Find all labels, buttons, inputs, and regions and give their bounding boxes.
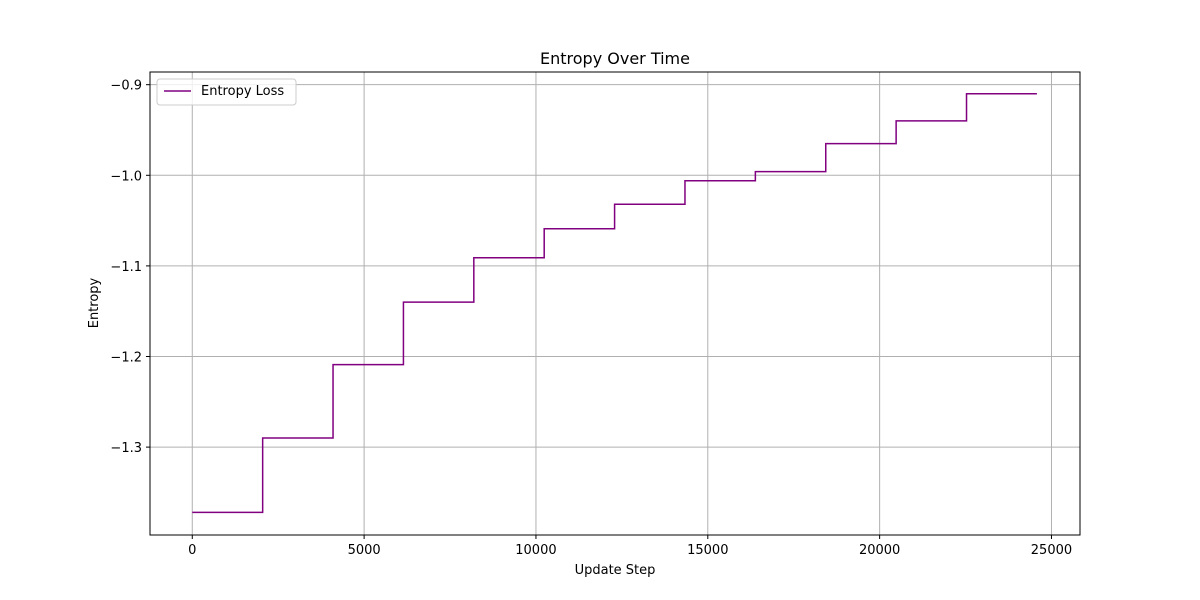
- y-tick-label: −1.3: [110, 441, 142, 456]
- x-tick-label: 20000: [859, 543, 900, 558]
- y-axis-label: Entropy: [87, 277, 102, 328]
- y-tick-label: −1.1: [110, 260, 142, 275]
- series-line: [192, 93, 1037, 514]
- legend-box: [156, 78, 297, 106]
- plot-frame: [149, 71, 1081, 536]
- y-tick-label: −1.0: [110, 169, 142, 184]
- legend: Entropy Loss: [156, 78, 297, 106]
- legend-label: Entropy Loss: [201, 84, 284, 99]
- x-tick-label: 25000: [1031, 543, 1072, 558]
- y-tick-label: −1.2: [110, 351, 142, 366]
- y-tick-label: −0.9: [110, 79, 142, 94]
- grid: [150, 72, 1080, 535]
- x-tick-label: 15000: [687, 543, 728, 558]
- chart-title: Entropy Over Time: [540, 49, 690, 68]
- series-layer: [192, 93, 1037, 514]
- x-tick-label: 0: [188, 543, 196, 558]
- x-axis-label: Update Step: [575, 563, 656, 578]
- x-tick-label: 10000: [515, 543, 556, 558]
- x-tick-label: 5000: [348, 543, 381, 558]
- ticks: 0 5000 10000 15000 20000 25000 −1.3 −1.2 −1.1 −1.…: [110, 79, 1072, 558]
